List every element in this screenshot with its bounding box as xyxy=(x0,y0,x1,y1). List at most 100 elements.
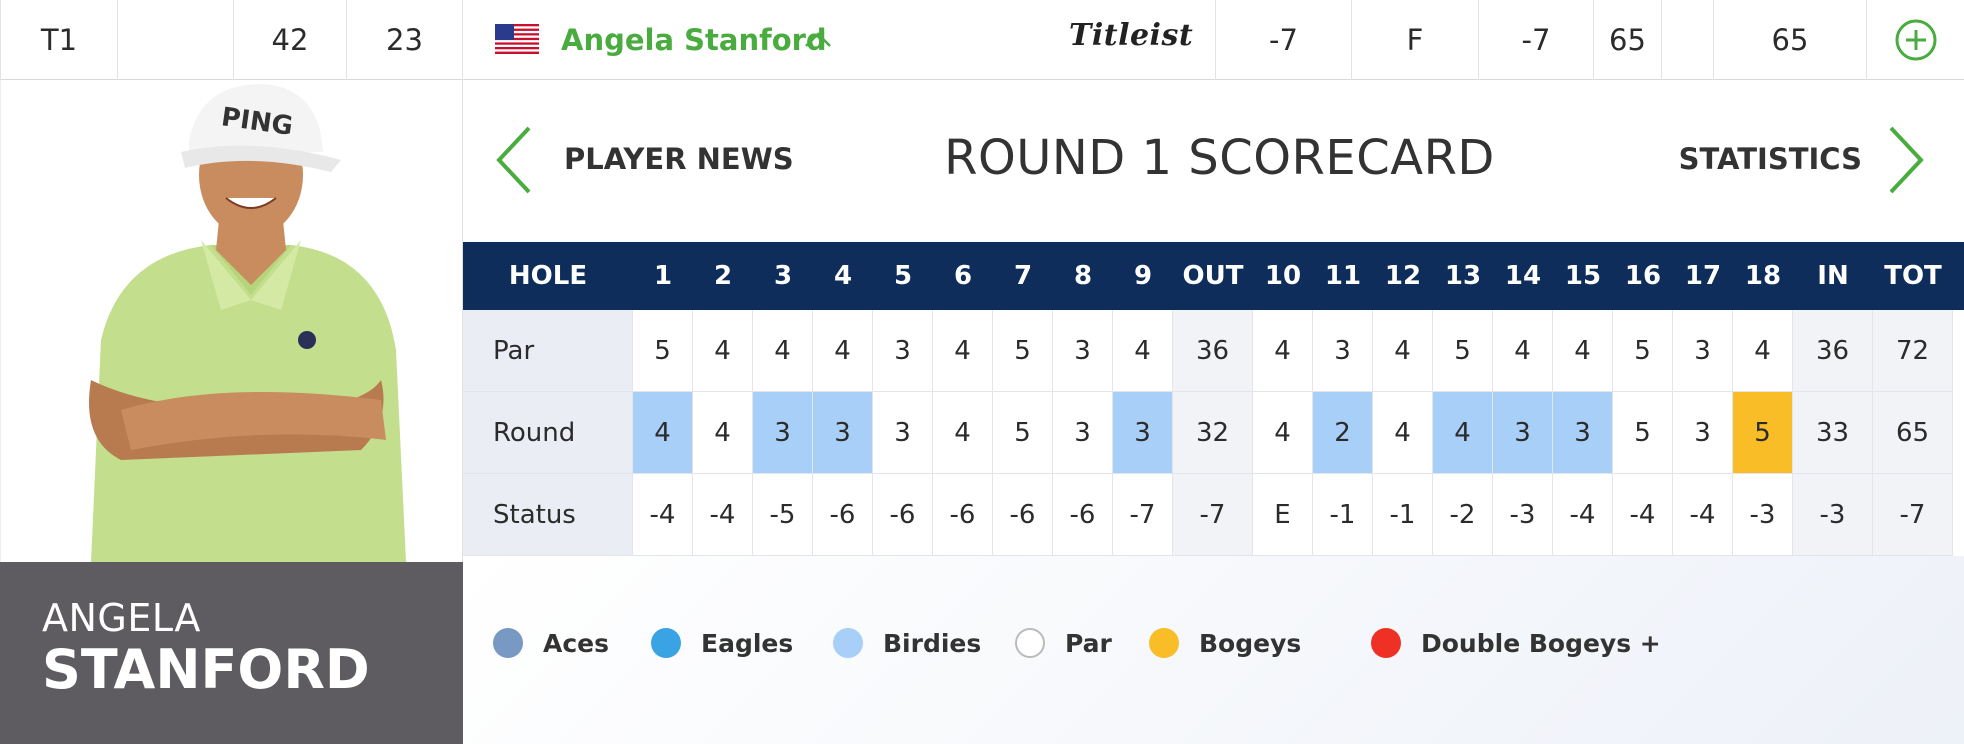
legend-item: Double Bogeys + xyxy=(1371,628,1661,658)
score-cell: -7 xyxy=(1873,474,1953,556)
score-cell: 33 xyxy=(1793,392,1873,474)
score-cell: 36 xyxy=(1173,310,1253,392)
score-cell: -3 xyxy=(1793,474,1873,556)
header-cell: 6 xyxy=(953,261,973,291)
score-cell: 4 xyxy=(1113,310,1173,392)
total-strokes: 65 xyxy=(1714,0,1867,80)
header-cell: TOT xyxy=(1884,261,1942,291)
score-cell: -7 xyxy=(1173,474,1253,556)
header-cell: 3 xyxy=(773,261,793,291)
total-to-par: -7 xyxy=(1479,0,1594,80)
header-cell: 16 xyxy=(1624,261,1662,291)
score-cell: -4 xyxy=(1673,474,1733,556)
legend-dot-icon xyxy=(1015,628,1045,658)
score-cell: E xyxy=(1253,474,1313,556)
round-2-score xyxy=(1662,0,1714,80)
legend-item: Par xyxy=(1015,628,1112,658)
score-cell: 65 xyxy=(1873,392,1953,474)
table-row: Status -4 -4 -5 -6 -6 -6 -6 -6 -7 -7 E -1 -1 -2 -3 -4 -4-… xyxy=(463,474,1964,556)
us-flag-icon xyxy=(495,24,539,54)
row-label: Status xyxy=(463,474,633,556)
score-cell: 3 xyxy=(873,310,933,392)
score-cell: 36 xyxy=(1793,310,1873,392)
score-cell: 4 xyxy=(1493,310,1553,392)
blank-cell xyxy=(118,0,234,80)
score-cell: 5 xyxy=(1433,310,1493,392)
table-row: Par 5 4 4 4 3 4 5 3 4 36 4 3 4 5 4 4 5 3 4 36 72 xyxy=(463,310,1964,392)
player-news-link[interactable]: PLAYER NEWS xyxy=(564,142,794,176)
header-cell: 4 xyxy=(833,261,853,291)
score-cell: 3 xyxy=(1673,310,1733,392)
header-cell: 14 xyxy=(1504,261,1542,291)
score-cell: 3 xyxy=(1053,310,1113,392)
legend-dot-icon xyxy=(833,628,863,658)
stat-cell-a: 42 xyxy=(234,0,347,80)
score-cell: 3 xyxy=(813,392,873,474)
add-player-button[interactable] xyxy=(1867,0,1964,80)
player-photo: PING xyxy=(0,80,463,562)
player-portrait-image: PING xyxy=(89,84,406,562)
table-header-row: HOLE 1 2 3 4 5 6 7 8 9 OUT 10 11 12 13 14 15 16 17 18 IN TOT xyxy=(463,242,1964,310)
score-cell: 4 xyxy=(1253,392,1313,474)
score-cell: -4 xyxy=(1553,474,1613,556)
table-row: Round 4 4 3 3 3 4 5 3 3 32 4 2 4 4 3 3 5 3 5 33 65 xyxy=(463,392,1964,474)
leaderboard-row[interactable]: T1 42 23 Angela Stanford Titleist -7 F -… xyxy=(0,0,1964,80)
scorecard-title: ROUND 1 SCORECARD xyxy=(944,130,1495,186)
score-cell: -6 xyxy=(873,474,933,556)
statistics-link[interactable]: STATISTICS xyxy=(1678,142,1862,176)
score-cell: 5 xyxy=(633,310,693,392)
score-cell: 5 xyxy=(993,392,1053,474)
score-cell: 4 xyxy=(1553,310,1613,392)
player-name-link[interactable]: Angela Stanford xyxy=(561,23,827,57)
header-cell: 8 xyxy=(1073,261,1093,291)
header-cell: 10 xyxy=(1264,261,1302,291)
score-cell: -7 xyxy=(1113,474,1173,556)
score-cell: -5 xyxy=(753,474,813,556)
header-cell: 1 xyxy=(653,261,673,291)
score-cell: -2 xyxy=(1433,474,1493,556)
header-cell: 5 xyxy=(893,261,913,291)
score-cell: -4 xyxy=(693,474,753,556)
score-cell: 3 xyxy=(1493,392,1553,474)
chevron-left-icon[interactable] xyxy=(493,124,533,196)
player-last-name: STANFORD xyxy=(42,638,370,701)
header-cell: 12 xyxy=(1384,261,1422,291)
row-label: Par xyxy=(463,310,633,392)
score-cell: 3 xyxy=(1053,392,1113,474)
score-cell: 4 xyxy=(1433,392,1493,474)
score-cell: 4 xyxy=(1733,310,1793,392)
round-1-score: 65 xyxy=(1594,0,1662,80)
score-cell: 4 xyxy=(813,310,873,392)
header-cell: IN xyxy=(1817,261,1849,291)
score-cell: 72 xyxy=(1873,310,1953,392)
legend-label: Birdies xyxy=(883,628,982,658)
score-cell: 2 xyxy=(1313,392,1373,474)
score-cell: -3 xyxy=(1493,474,1553,556)
chevron-right-icon[interactable] xyxy=(1887,124,1927,196)
player-cell[interactable]: Angela Stanford Titleist xyxy=(463,0,1216,80)
legend-item: Aces xyxy=(493,628,609,658)
header-cell: 11 xyxy=(1324,261,1362,291)
position-cell: T1 xyxy=(0,0,118,80)
legend-item: Birdies xyxy=(833,628,981,658)
legend-dot-icon xyxy=(651,628,681,658)
row-label: Round xyxy=(463,392,633,474)
player-name-panel: ANGELA STANFORD xyxy=(0,562,463,744)
legend-dot-icon xyxy=(1149,628,1179,658)
legend-label: Par xyxy=(1065,628,1112,658)
chevron-up-icon[interactable] xyxy=(803,28,833,50)
player-first-name: ANGELA xyxy=(42,596,201,640)
legend-label: Eagles xyxy=(701,628,794,658)
score-cell: -1 xyxy=(1313,474,1373,556)
score-cell: -6 xyxy=(933,474,993,556)
legend-label: Bogeys xyxy=(1199,628,1302,658)
header-cell: HOLE xyxy=(508,261,588,291)
header-cell: OUT xyxy=(1182,261,1244,291)
score-cell: 4 xyxy=(633,392,693,474)
header-cell: 9 xyxy=(1133,261,1153,291)
legend-dot-icon xyxy=(1371,628,1401,658)
score-cell: 4 xyxy=(933,392,993,474)
score-cell: 4 xyxy=(1253,310,1313,392)
score-cell: 4 xyxy=(693,392,753,474)
scorecard-header: PLAYER NEWS ROUND 1 SCORECARD STATISTICS xyxy=(463,80,1964,242)
